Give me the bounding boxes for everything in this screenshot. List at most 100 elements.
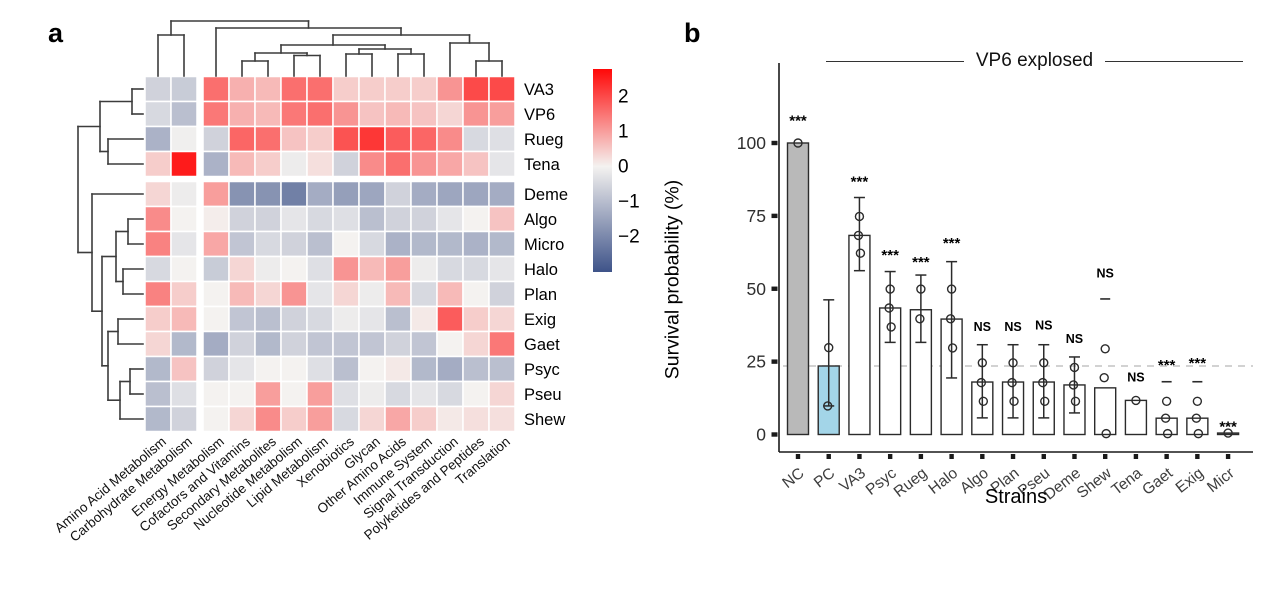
significance-stars: ***	[1219, 419, 1237, 436]
significance-ns: NS	[1004, 320, 1021, 334]
significance-ns: NS	[1127, 370, 1144, 384]
heatmap-cell	[170, 405, 198, 433]
heatmap-cell	[488, 150, 516, 178]
heatmap-cell	[306, 330, 334, 358]
data-point	[915, 314, 925, 324]
data-point	[885, 284, 895, 294]
heatmap-row-label: Rueg	[524, 131, 563, 149]
heatmap-cell	[144, 150, 172, 178]
heatmap-colorbar	[593, 69, 612, 272]
heatmap-cell	[332, 330, 360, 358]
bar	[786, 142, 810, 436]
heatmap-cell	[170, 150, 198, 178]
heatmap-cell	[488, 330, 516, 358]
heatmap-cell	[358, 405, 386, 433]
data-point	[853, 230, 864, 241]
heatmap-cell	[170, 180, 198, 208]
data-point	[1223, 428, 1233, 438]
heatmap-cell	[488, 100, 516, 128]
heatmap-cell	[280, 230, 308, 258]
data-point	[1008, 358, 1018, 368]
colorbar-tick-label: −1	[618, 192, 640, 213]
heatmap-cell	[358, 355, 386, 383]
x-tick-label: Exig	[1173, 465, 1207, 497]
data-point	[978, 396, 989, 406]
significance-stars: ***	[943, 235, 961, 252]
data-point	[1038, 377, 1048, 388]
heatmap-cell	[488, 405, 516, 433]
y-tick-label: 75	[747, 206, 766, 226]
heatmap-cell	[202, 180, 230, 208]
data-point	[1040, 396, 1050, 406]
heatmap-cell	[280, 405, 308, 433]
heatmap-cell	[488, 255, 516, 283]
heatmap-cell	[170, 305, 198, 333]
data-point	[1161, 396, 1172, 406]
heatmap-cell	[410, 150, 438, 178]
heatmap-row-label: Shew	[524, 411, 565, 429]
data-point	[946, 284, 957, 294]
data-point	[1069, 362, 1080, 373]
data-point	[1192, 396, 1203, 406]
significance-stars: ***	[789, 112, 807, 129]
heatmap-cell	[332, 380, 360, 408]
heatmap-cell	[202, 305, 230, 333]
heatmap-cell	[228, 150, 256, 178]
significance-stars: ***	[881, 247, 899, 264]
heatmap-cell	[306, 230, 334, 258]
panel-a-label: a	[48, 18, 64, 48]
heatmap-cell	[170, 380, 198, 408]
heatmap-cell	[280, 180, 308, 208]
heatmap-cell	[436, 125, 464, 153]
heatmap-cell	[170, 205, 198, 233]
significance-ns: NS	[1097, 267, 1114, 281]
heatmap-cell	[462, 205, 490, 233]
x-tick-label: PC	[811, 465, 838, 492]
colorbar-tick-label: 0	[618, 157, 629, 178]
y-tick	[771, 359, 778, 364]
heatmap-cell	[170, 280, 198, 308]
colorbar-tick-label: −2	[618, 227, 640, 248]
heatmap-cell	[228, 305, 256, 333]
data-point	[823, 401, 833, 411]
heatmap-cell	[358, 125, 386, 153]
heatmap-row-label: Gaet	[524, 336, 560, 354]
heatmap-row-label: Pseu	[524, 386, 562, 404]
y-tick	[771, 213, 778, 219]
x-tick	[795, 454, 801, 459]
heatmap-cell	[306, 255, 334, 283]
heatmap-row-label: VP6	[524, 106, 555, 124]
y-tick	[771, 432, 778, 437]
data-point	[886, 322, 896, 332]
heatmap-cell	[306, 355, 334, 383]
y-tick	[771, 286, 778, 291]
heatmap-cell	[462, 305, 490, 333]
heatmap-cell	[254, 405, 282, 433]
x-tick-label: Micr	[1204, 465, 1238, 496]
heatmap-cell	[144, 75, 172, 103]
data-point	[1191, 413, 1202, 423]
data-point	[824, 342, 834, 353]
bar	[1124, 399, 1148, 436]
heatmap-cell	[228, 330, 256, 358]
data-point	[1131, 395, 1141, 406]
heatmap-cell	[202, 75, 230, 103]
significance-stars: ***	[1158, 357, 1176, 374]
heatmap-cell	[280, 380, 308, 408]
data-point	[1009, 396, 1019, 406]
heatmap-row-label: Deme	[524, 186, 568, 204]
heatmap-cell	[254, 205, 282, 233]
x-tick	[918, 454, 924, 459]
y-tick-label: 25	[747, 352, 766, 372]
heatmap-cell	[332, 305, 360, 333]
data-point	[855, 248, 866, 258]
data-point	[916, 284, 926, 294]
x-tick-label: Gaet	[1139, 464, 1176, 499]
significance-ns: NS	[974, 320, 991, 334]
x-tick-label: Tena	[1108, 464, 1145, 498]
heatmap-row-label: Algo	[524, 211, 557, 229]
heatmap-cell	[358, 255, 386, 283]
heatmap-cell	[202, 255, 230, 283]
x-tick	[1133, 454, 1139, 459]
